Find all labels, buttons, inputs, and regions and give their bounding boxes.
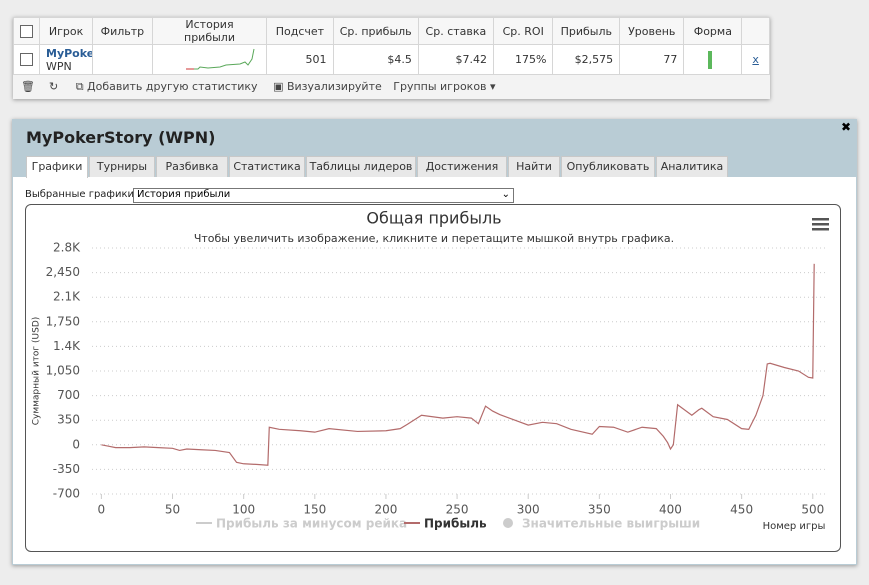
- x-tick-label: 400: [659, 503, 682, 517]
- tab[interactable]: Разбивка: [156, 156, 228, 177]
- y-tick-label: 0: [72, 437, 80, 451]
- header[interactable]: Подсчет: [266, 17, 334, 45]
- y-tick-label: 700: [57, 388, 80, 402]
- tab[interactable]: Найти: [508, 156, 560, 177]
- x-tick-label: 50: [165, 503, 180, 517]
- cell: $7.42: [417, 44, 494, 75]
- header[interactable]: Форма: [683, 17, 743, 45]
- cell: 501: [266, 44, 334, 75]
- checkbox[interactable]: [13, 17, 40, 45]
- tab[interactable]: Графики: [26, 156, 88, 178]
- cell: $4.5: [332, 44, 419, 75]
- y-tick-label: 1,750: [46, 314, 80, 328]
- y-tick-label: 350: [57, 413, 80, 427]
- x-tick-label: 300: [517, 503, 540, 517]
- x-tick-label: 150: [303, 503, 326, 517]
- tab[interactable]: Аналитика: [656, 156, 728, 177]
- chart-subtitle: Чтобы увеличить изображение, кликните и …: [194, 232, 674, 245]
- sparkline: [186, 48, 255, 70]
- tab[interactable]: Опубликовать: [561, 156, 655, 177]
- tab[interactable]: Турниры: [89, 156, 155, 177]
- header[interactable]: Игрок: [38, 17, 94, 45]
- window-title: MyPokerStory (WPN): [26, 128, 216, 147]
- cell: 175%: [492, 44, 554, 75]
- header[interactable]: Ср. ставка: [417, 17, 494, 45]
- x-tick-label: 100: [232, 503, 255, 517]
- legend-label: Прибыль за минусом рейка: [216, 517, 407, 531]
- y-tick-label: 2.8K: [53, 241, 81, 255]
- y-tick-label: 1,050: [46, 364, 80, 378]
- y-tick-label: 1.4K: [53, 339, 81, 353]
- form-bar: [708, 50, 713, 69]
- header[interactable]: Прибыль: [552, 17, 621, 45]
- y-tick-label: 2,450: [46, 265, 80, 279]
- cell: 77: [619, 44, 685, 75]
- toolbar-button[interactable]: Группы игроков ▾: [393, 80, 496, 93]
- x-axis-title: Номер игры: [763, 521, 826, 532]
- stats-panel: Игрок Фильтр История прибыли Подсчет Ср.…: [13, 17, 770, 99]
- legend-label: Прибыль: [424, 517, 487, 531]
- select-label: Выбранные графики:: [25, 189, 138, 200]
- remove-link[interactable]: x: [741, 44, 770, 75]
- tab[interactable]: Таблицы лидеров: [306, 156, 416, 177]
- legend-label: Значительные выигрыши: [522, 517, 700, 531]
- toolbar-button[interactable]: ▣ Визуализируйте: [273, 80, 382, 93]
- menu-button[interactable]: [812, 218, 829, 231]
- header[interactable]: Ср. прибыль: [332, 17, 419, 45]
- chart-select[interactable]: История прибыли ⌄: [133, 188, 514, 203]
- player-link[interactable]: MyPoker: [46, 46, 92, 60]
- x-tick-label: 500: [801, 503, 824, 517]
- x-tick-label: 250: [446, 503, 469, 517]
- stats-table: Игрок Фильтр История прибыли Подсчет Ср.…: [13, 17, 770, 75]
- site: WPN: [46, 59, 72, 73]
- close-button[interactable]: ✖: [840, 120, 851, 134]
- y-tick-label: 2.1K: [53, 290, 81, 304]
- header[interactable]: История прибыли: [151, 17, 268, 45]
- header[interactable]: Уровень: [619, 17, 685, 45]
- y-tick-label: -700: [53, 487, 80, 501]
- x-tick-label: 450: [730, 503, 753, 517]
- x-tick-label: 0: [98, 503, 106, 517]
- header[interactable]: Ср. ROI: [492, 17, 554, 45]
- toolbar: 🗑 ↻ ⧉ Добавить другую статистику ▣ Визуал…: [21, 80, 496, 93]
- legend-symbol: [503, 518, 513, 528]
- tab[interactable]: Статистика: [229, 156, 305, 177]
- x-tick-label: 350: [588, 503, 611, 517]
- line: [101, 263, 815, 466]
- cell: $2,575: [552, 44, 621, 75]
- checkbox[interactable]: [13, 44, 40, 75]
- tab[interactable]: Достижения: [417, 156, 507, 177]
- chart-title: Общая прибыль: [366, 209, 501, 228]
- y-tick-label: -350: [53, 462, 80, 476]
- x-tick-label: 200: [374, 503, 397, 517]
- toolbar-button[interactable]: ⧉ Добавить другую статистику: [75, 80, 258, 93]
- y-axis-title: Суммарный итог (USD): [32, 317, 42, 426]
